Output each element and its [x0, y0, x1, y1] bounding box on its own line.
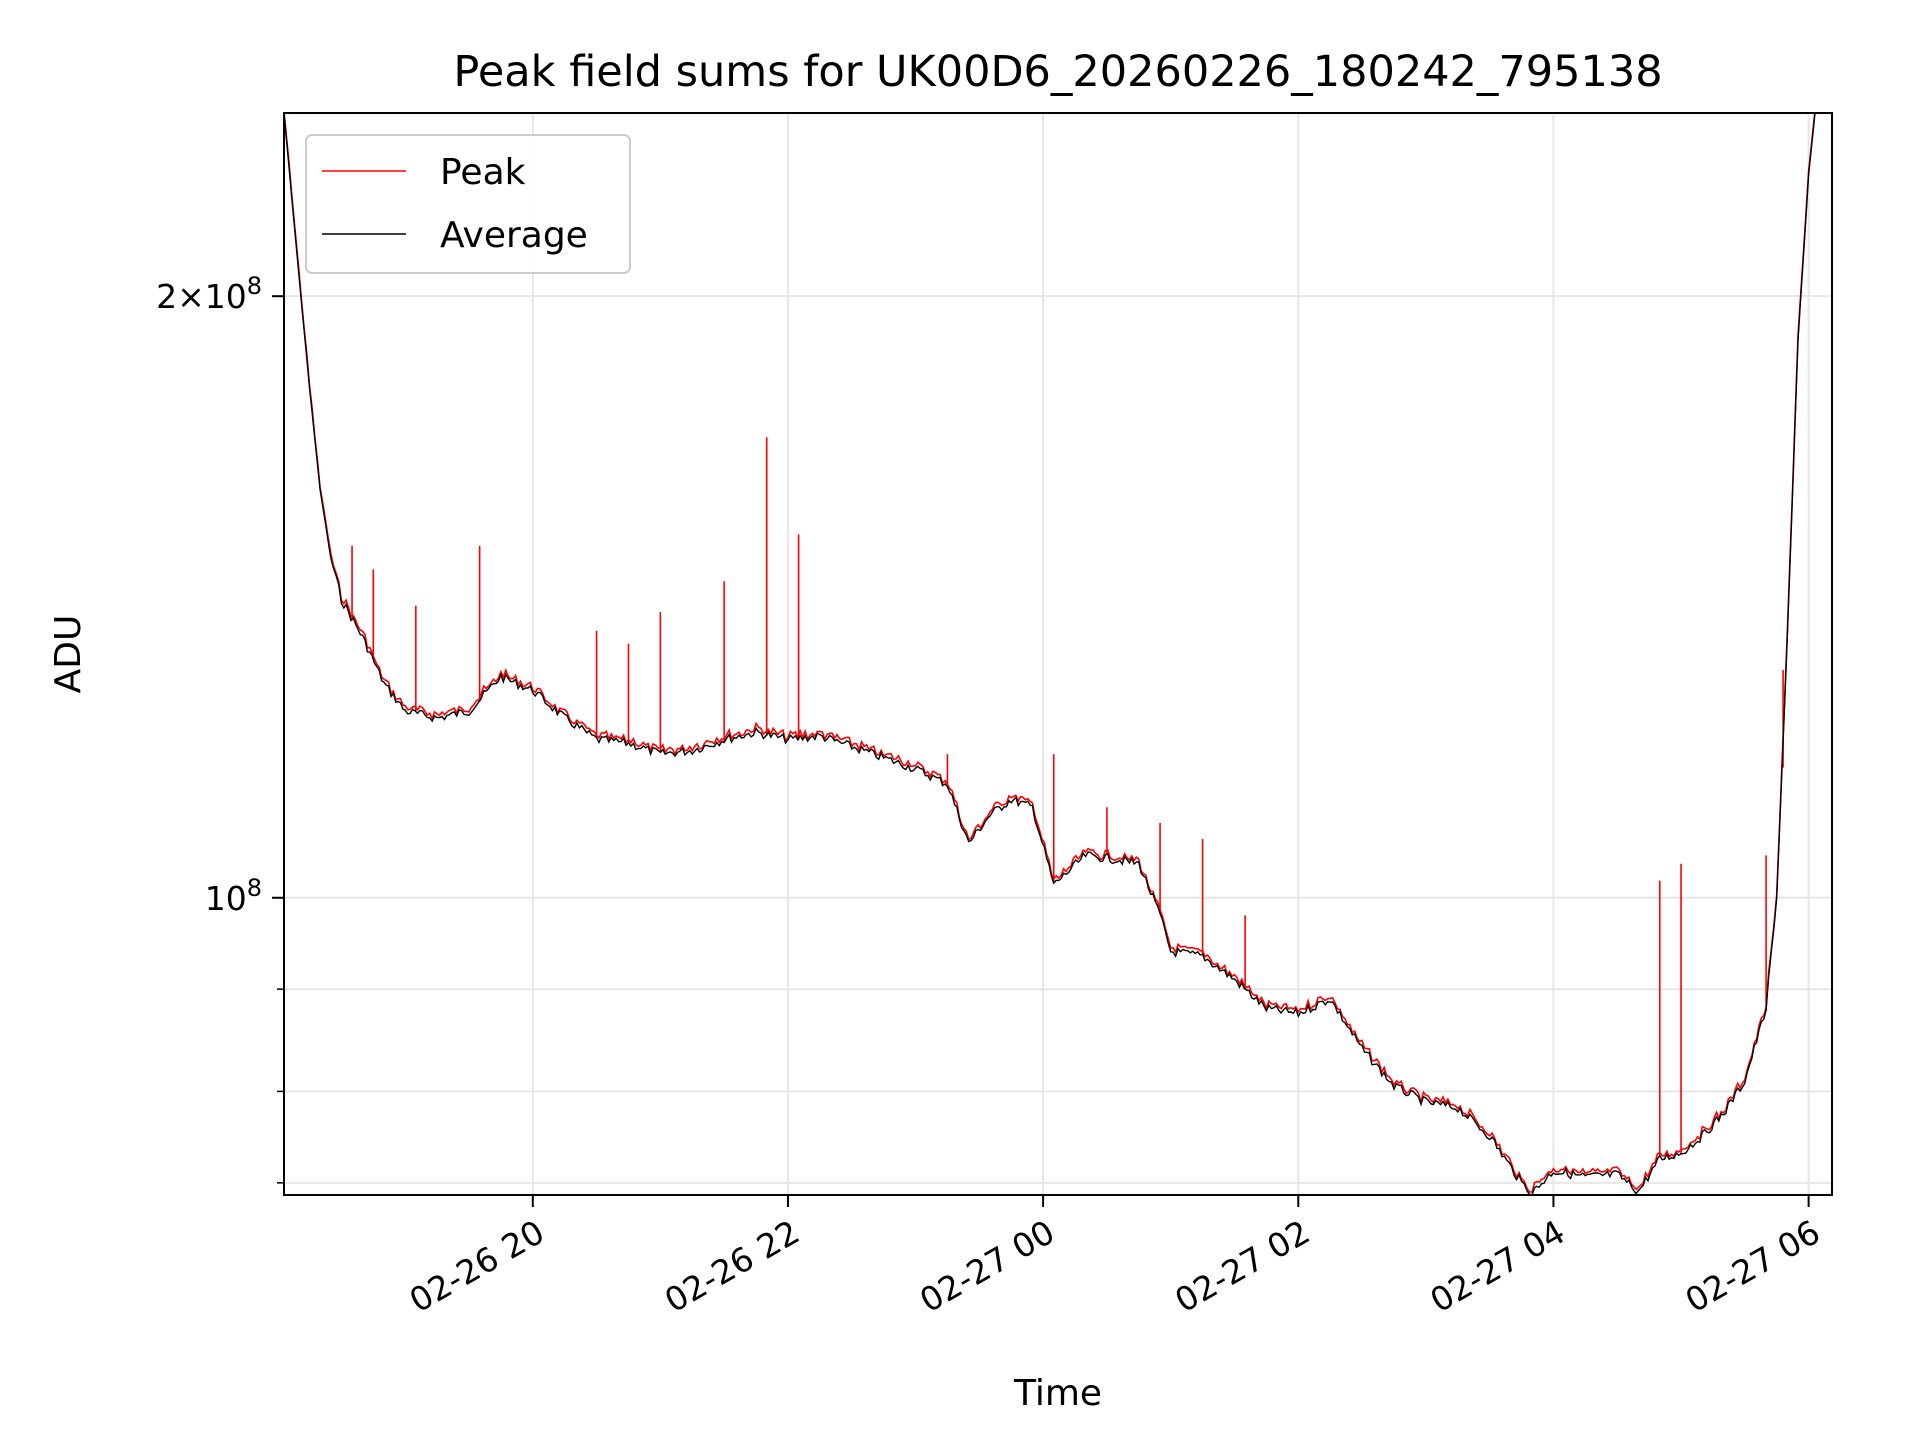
- grid: [284, 113, 1832, 1195]
- series-lines: [284, 113, 1816, 1195]
- legend-box: [305, 134, 631, 274]
- chart-title: Peak field sums for UK00D6_20260226_1802…: [453, 47, 1662, 97]
- y-tick-label: 2×108: [156, 272, 262, 316]
- legend-label-average: Average: [440, 215, 588, 256]
- series-line-average: [284, 113, 1816, 1195]
- plot-frame: [283, 112, 1833, 1196]
- y-tick-label: 108: [205, 874, 262, 918]
- x-axis-label: Time: [1013, 1373, 1102, 1414]
- y-axis-label: ADU: [48, 615, 89, 694]
- legend: Peak Average: [305, 134, 631, 274]
- legend-label-peak: Peak: [440, 152, 526, 193]
